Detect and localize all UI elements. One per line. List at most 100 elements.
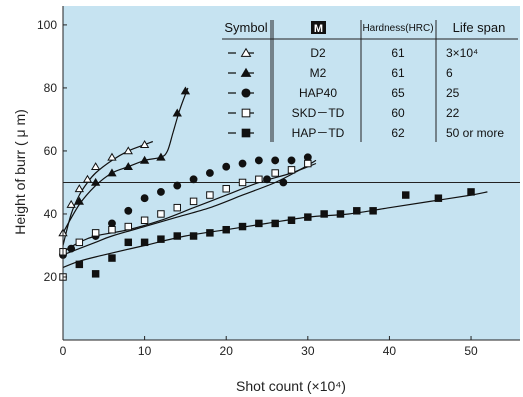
point-d2-4 — [90, 162, 101, 171]
point-skd-td-14 — [271, 169, 279, 177]
legend-header-life: Life span — [453, 20, 506, 35]
legend-name-skd-td: SKD－TD — [292, 106, 345, 120]
legend-life-hap-td: 50 or more — [446, 126, 504, 140]
point-hap-td-7 — [189, 232, 198, 240]
legend-name-hap40: HAP40 — [299, 86, 337, 100]
y-tick-label-60: 60 — [44, 144, 58, 158]
legend-hardness-m2: 61 — [391, 66, 405, 80]
point-hap-td-14 — [304, 213, 312, 221]
y-axis-label: Height of burr ( μ m) — [12, 109, 28, 235]
legend-life-skd-td: 22 — [446, 106, 460, 120]
x-tick-label-0: 0 — [60, 344, 67, 358]
point-m2-3 — [123, 162, 133, 171]
point-skd-td-3 — [91, 229, 100, 237]
point-hap-td-5 — [157, 235, 165, 243]
point-d2-7 — [139, 140, 150, 148]
point-hap40-13 — [263, 175, 271, 184]
legend-marker-skd-td — [241, 108, 251, 118]
point-hap-td-4 — [140, 238, 149, 247]
point-hap-td-16 — [336, 210, 345, 218]
legend-name-d2: D2 — [310, 46, 326, 60]
legend-life-d2: 3×10⁴ — [446, 46, 478, 60]
point-m2-4 — [139, 155, 150, 164]
point-m2-1 — [90, 177, 101, 186]
legend-rows: D2 61 3×10⁴ M2 61 6 HAP40 65 25 SKD－TD 60 22 HAP－TD 6… — [228, 46, 504, 140]
point-hap-td-15 — [320, 210, 328, 218]
material-icon-label: M — [314, 23, 323, 35]
y-tick-label-20: 20 — [44, 270, 58, 284]
x-tick-label-20: 20 — [220, 344, 234, 358]
point-hap40-17 — [303, 153, 312, 162]
point-skd-td-13 — [255, 175, 263, 184]
y-tick-label-80: 80 — [44, 81, 58, 95]
point-m2-7 — [180, 86, 191, 95]
point-skd-td-5 — [124, 222, 133, 231]
curve-hap-td — [62, 191, 488, 269]
point-skd-td-2 — [75, 238, 84, 247]
x-tick-label-10: 10 — [138, 344, 152, 358]
axes — [62, 6, 520, 341]
point-hap-td-8 — [206, 229, 214, 237]
point-hap-td-12 — [271, 219, 279, 228]
point-hap-td-13 — [287, 216, 296, 224]
point-hap40-6 — [157, 187, 165, 196]
legend-row-skd-td: SKD－TD 60 22 — [228, 106, 460, 120]
point-hap40-1 — [67, 244, 76, 253]
point-skd-td-10 — [206, 191, 214, 199]
legend-row-d2: D2 61 3×10⁴ — [228, 46, 478, 60]
legend-header-symbol: Symbol — [224, 20, 267, 35]
x-axis-label: Shot count (×10⁴) — [236, 378, 346, 394]
point-hap-td-11 — [255, 219, 263, 228]
point-hap40-9 — [205, 169, 214, 177]
point-hap-td-2 — [108, 254, 116, 262]
point-d2-1 — [66, 199, 76, 208]
legend: Symbol M Hardness(HRC) Life span D2 61 3×1… — [222, 20, 518, 142]
point-hap40-10 — [222, 162, 231, 171]
point-hap40-15 — [279, 178, 288, 187]
point-skd-td-16 — [304, 159, 312, 168]
x-tick-label-50: 50 — [464, 344, 478, 358]
legend-header-hardness: Hardness(HRC) — [362, 23, 433, 34]
legend-hardness-skd-td: 60 — [391, 106, 405, 120]
point-hap40-12 — [254, 156, 263, 165]
y-tick-label-40: 40 — [44, 207, 58, 221]
point-skd-td-8 — [173, 203, 181, 212]
point-hap-td-19 — [402, 191, 410, 199]
point-hap-td-0 — [75, 260, 84, 269]
point-m2-0 — [74, 196, 84, 205]
point-skd-td-7 — [157, 210, 165, 218]
legend-row-m2: M2 61 6 — [228, 66, 453, 80]
legend-row-hap-td: HAP－TD 62 50 or more — [228, 126, 504, 140]
y-tick-label-100: 100 — [37, 18, 57, 32]
point-hap-td-18 — [369, 207, 377, 215]
point-hap-td-9 — [222, 225, 230, 234]
point-d2-6 — [123, 146, 133, 155]
point-skd-td-11 — [222, 185, 230, 193]
legend-name-m2: M2 — [310, 66, 327, 80]
point-d2-5 — [107, 152, 117, 161]
point-skd-td-12 — [238, 178, 247, 187]
legend-row-hap40: HAP40 65 25 — [228, 86, 460, 100]
curve-skd-td — [62, 162, 317, 253]
point-skd-td-15 — [287, 166, 296, 174]
legend-hardness-hap-td: 62 — [391, 126, 405, 140]
x-tick-label-30: 30 — [301, 344, 315, 358]
legend-marker-hap-td — [241, 128, 251, 138]
point-hap40-7 — [173, 181, 182, 190]
point-hap40-11 — [238, 159, 247, 168]
point-hap40-4 — [124, 206, 133, 215]
point-hap40-3 — [108, 219, 116, 228]
legend-hardness-d2: 61 — [391, 46, 405, 60]
point-hap-td-3 — [124, 238, 133, 247]
point-m2-2 — [107, 168, 117, 177]
point-m2-5 — [156, 152, 166, 161]
legend-marker-hap40 — [241, 88, 251, 98]
point-skd-td-6 — [140, 216, 149, 224]
point-hap-td-6 — [173, 232, 181, 240]
legend-hardness-hap40: 65 — [391, 86, 405, 100]
point-hap40-8 — [189, 175, 198, 184]
point-m2-6 — [172, 108, 182, 117]
legend-marker-m2 — [240, 67, 252, 77]
point-d2-3 — [82, 174, 93, 183]
